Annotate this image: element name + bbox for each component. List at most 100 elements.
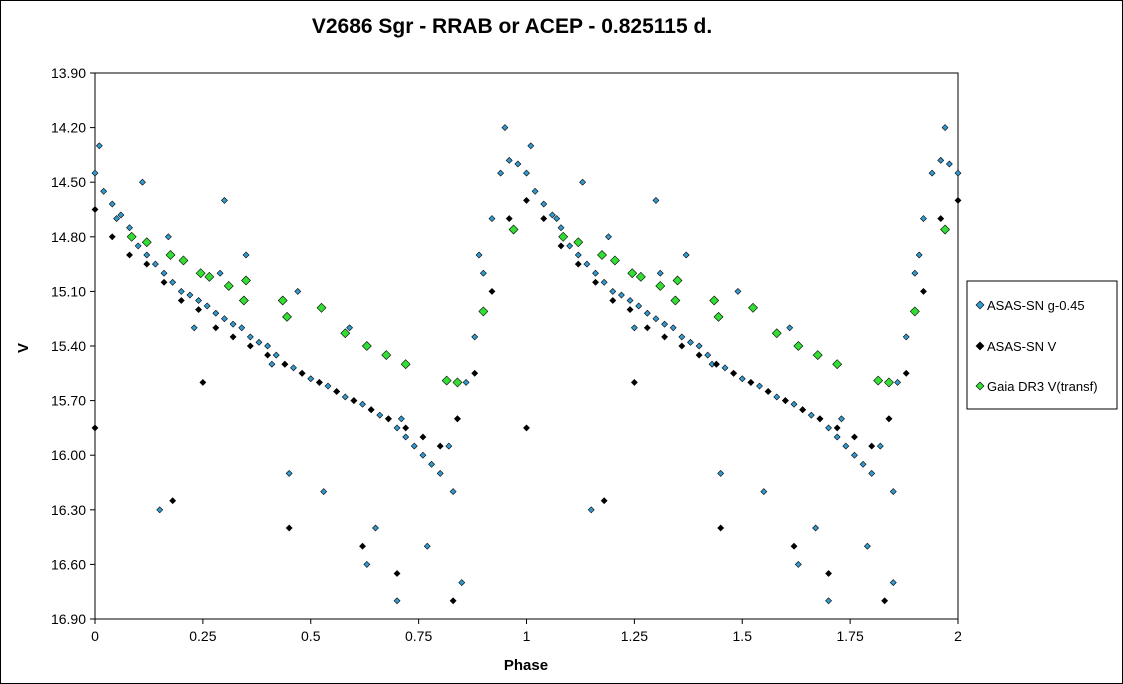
data-point-asas-sn-g-0-45: [920, 215, 927, 223]
data-point-asas-sn-v: [229, 333, 237, 341]
data-point-asas-sn-v: [91, 424, 99, 432]
data-point-asas-sn-g-0-45: [363, 560, 371, 568]
data-point-asas-sn-g-0-45: [876, 442, 884, 450]
data-point-asas-sn-v: [454, 415, 461, 423]
y-tick-label: 16.90: [51, 611, 86, 627]
data-point-gaia-dr3-v-transf: [165, 250, 176, 260]
data-point-asas-sn-g-0-45: [859, 460, 867, 468]
y-axis-title: V: [15, 343, 32, 353]
legend-label-gaia-dr3-v-transf: Gaia DR3 V(transf): [987, 379, 1098, 394]
data-point-asas-sn-v: [108, 233, 116, 241]
data-point-asas-sn-v: [678, 342, 686, 350]
data-point-asas-sn-g-0-45: [833, 433, 841, 441]
data-point-asas-sn-v: [747, 378, 755, 386]
data-point-asas-sn-g-0-45: [255, 338, 263, 346]
data-point-asas-sn-g-0-45: [341, 393, 349, 401]
data-point-asas-sn-g-0-45: [221, 315, 228, 323]
data-point-asas-sn-v: [402, 424, 410, 432]
data-point-asas-sn-v: [790, 542, 798, 550]
data-point-asas-sn-g-0-45: [514, 160, 522, 168]
data-point-asas-sn-v: [281, 360, 289, 368]
data-point-asas-sn-g-0-45: [656, 269, 664, 277]
data-point-asas-sn-g-0-45: [756, 382, 763, 390]
data-point-asas-sn-g-0-45: [682, 251, 690, 259]
data-point-asas-sn-g-0-45: [151, 260, 159, 268]
data-point-asas-sn-g-0-45: [95, 142, 103, 150]
data-point-asas-sn-v: [436, 442, 444, 450]
data-point-asas-sn-v: [557, 242, 565, 250]
data-point-asas-sn-g-0-45: [643, 309, 651, 317]
data-point-asas-sn-g-0-45: [324, 382, 332, 390]
data-point-asas-sn-v: [712, 360, 720, 368]
data-point-asas-sn-g-0-45: [100, 187, 108, 195]
data-point-asas-sn-g-0-45: [548, 211, 556, 219]
data-point-asas-sn-v: [954, 196, 962, 204]
data-point-asas-sn-g-0-45: [117, 211, 125, 219]
data-point-asas-sn-g-0-45: [216, 269, 224, 277]
data-point-gaia-dr3-v-transf: [223, 281, 234, 291]
data-point-asas-sn-g-0-45: [445, 442, 453, 450]
data-point-gaia-dr3-v-transf: [178, 255, 189, 266]
legend-marker-asas-sn-v: [975, 341, 985, 351]
data-point-asas-sn-g-0-45: [734, 287, 742, 295]
data-point-asas-sn-g-0-45: [579, 178, 587, 186]
data-point-gaia-dr3-v-transf: [812, 350, 823, 361]
data-point-asas-sn-g-0-45: [669, 324, 677, 332]
data-point-asas-sn-v: [816, 415, 824, 423]
data-point-gaia-dr3-v-transf: [873, 375, 884, 386]
data-point-asas-sn-g-0-45: [393, 424, 401, 432]
data-point-asas-sn-g-0-45: [428, 460, 435, 468]
data-point-asas-sn-g-0-45: [605, 233, 612, 241]
data-point-asas-sn-g-0-45: [134, 242, 142, 250]
x-tick-label: 0.25: [189, 628, 216, 644]
data-point-asas-sn-g-0-45: [307, 375, 315, 383]
points-layer: [91, 124, 962, 605]
x-axis-title: Phase: [504, 657, 548, 674]
data-point-asas-sn-g-0-45: [397, 415, 405, 423]
data-point-asas-sn-v: [246, 342, 254, 350]
data-point-asas-sn-v: [264, 351, 272, 359]
y-tick-label: 15.40: [51, 338, 86, 354]
x-tick-label: 1.75: [837, 628, 864, 644]
data-point-asas-sn-g-0-45: [497, 169, 505, 177]
data-point-asas-sn-g-0-45: [108, 200, 116, 208]
data-point-asas-sn-g-0-45: [402, 433, 410, 441]
data-point-gaia-dr3-v-transf: [627, 268, 638, 279]
data-point-asas-sn-g-0-45: [419, 451, 427, 459]
data-point-asas-sn-g-0-45: [471, 333, 479, 341]
x-tick-label: 1.5: [733, 628, 753, 644]
data-point-asas-sn-v: [643, 324, 651, 332]
data-point-asas-sn-g-0-45: [863, 542, 871, 550]
y-tick-label: 16.30: [51, 502, 86, 518]
data-point-gaia-dr3-v-transf: [940, 224, 950, 235]
data-point-gaia-dr3-v-transf: [709, 295, 720, 306]
data-point-gaia-dr3-v-transf: [400, 359, 411, 370]
data-point-asas-sn-g-0-45: [790, 400, 798, 408]
data-point-asas-sn-v: [419, 433, 427, 441]
data-point-gaia-dr3-v-transf: [195, 268, 206, 279]
data-point-asas-sn-g-0-45: [436, 469, 444, 477]
legend-marker-gaia-dr3-v-transf: [975, 381, 985, 391]
data-point-asas-sn-v: [523, 196, 530, 204]
data-point-asas-sn-g-0-45: [652, 196, 660, 204]
data-point-asas-sn-v: [937, 215, 945, 223]
data-point-asas-sn-g-0-45: [851, 451, 858, 459]
data-point-asas-sn-g-0-45: [786, 324, 794, 332]
data-point-asas-sn-g-0-45: [285, 469, 293, 477]
data-point-asas-sn-g-0-45: [842, 442, 850, 450]
data-point-gaia-dr3-v-transf: [316, 302, 327, 313]
data-point-asas-sn-g-0-45: [346, 324, 354, 332]
data-point-asas-sn-g-0-45: [626, 297, 634, 304]
data-point-asas-sn-g-0-45: [246, 333, 254, 341]
data-point-gaia-dr3-v-transf: [282, 311, 292, 322]
data-point-asas-sn-g-0-45: [221, 196, 228, 204]
data-point-gaia-dr3-v-transf: [558, 231, 569, 242]
data-point-asas-sn-v: [799, 406, 807, 414]
data-point-asas-sn-g-0-45: [527, 142, 535, 150]
x-tick-label: 0: [91, 628, 99, 644]
data-point-asas-sn-g-0-45: [553, 215, 561, 223]
data-point-asas-sn-g-0-45: [160, 269, 168, 277]
data-point-asas-sn-g-0-45: [566, 242, 574, 250]
data-point-asas-sn-v: [833, 424, 841, 432]
data-point-gaia-dr3-v-transf: [909, 306, 920, 317]
